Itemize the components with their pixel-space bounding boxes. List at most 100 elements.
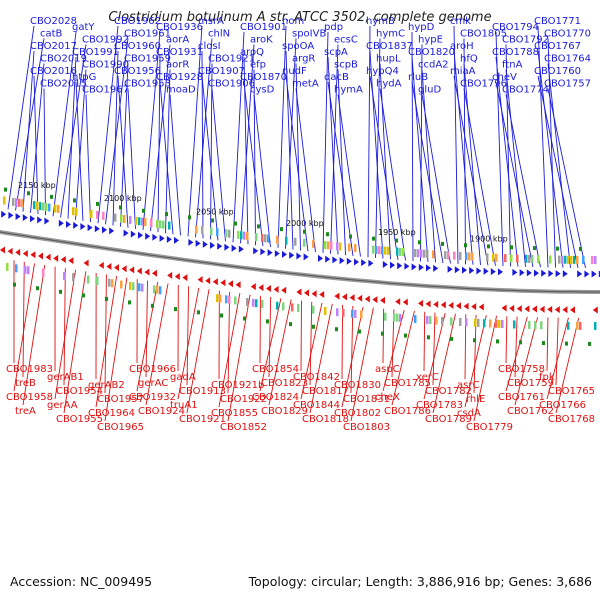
reverse-label-line — [382, 308, 385, 364]
forward-gene-arrow — [260, 248, 266, 256]
forward-gene-arrow — [433, 264, 439, 272]
reverse-gene-label: CBO1824 — [252, 392, 299, 403]
reverse-label-line — [341, 306, 364, 408]
reverse-label-line — [227, 291, 231, 394]
reverse-feature-block — [219, 294, 222, 303]
forward-gene-arrow — [361, 259, 367, 267]
forward-gene-arrow — [541, 269, 547, 277]
forward-feature-block — [510, 254, 513, 263]
forward-gene-label: CBO1953 — [124, 79, 171, 90]
forward-feature-block — [426, 249, 429, 258]
forward-label-line — [85, 94, 91, 223]
reverse-gene-label: treA — [15, 406, 36, 417]
reverse-feature-block — [399, 313, 402, 322]
reverse-label-line — [54, 269, 77, 400]
forward-gene-label: CBO2015 — [40, 79, 87, 90]
forward-feature-block — [372, 245, 375, 254]
forward-label-line — [127, 88, 136, 229]
forward-gene-label: CBO1992 — [82, 35, 129, 46]
reverse-label-line — [145, 283, 169, 406]
forward-label-line — [285, 75, 309, 252]
reverse-feature-block — [426, 315, 429, 324]
forward-gene-arrow — [1, 210, 7, 218]
minor-tick — [27, 191, 30, 196]
reverse-gene-label: CBO1913 — [179, 386, 226, 397]
forward-label-line — [142, 31, 161, 230]
accession-text: Accession: NC_009495 — [10, 574, 153, 589]
reverse-feature-block — [252, 298, 255, 307]
reverse-label-line — [22, 264, 46, 406]
reverse-label-line — [341, 304, 344, 380]
minor-tick — [542, 341, 545, 346]
forward-label-line — [22, 50, 35, 212]
forward-label-line — [253, 94, 271, 248]
forward-gene-arrow — [202, 240, 208, 248]
reverse-gene-label: CBO1783 — [416, 400, 463, 411]
reverse-gene-label: CBO1958 — [6, 392, 53, 403]
reverse-gene-label: CBO1852 — [220, 422, 267, 433]
forward-gene-arrow — [210, 241, 215, 249]
reverse-gene-label: CBO1854 — [252, 364, 299, 375]
forward-feature-block — [123, 214, 126, 223]
forward-label-line — [187, 25, 203, 237]
minor-tick — [441, 241, 444, 246]
forward-gene-arrow — [267, 249, 273, 257]
forward-feature-block — [57, 204, 60, 213]
scale-label: 2050 kbp — [196, 207, 234, 216]
forward-label-line — [7, 25, 35, 210]
forward-gene-label: CBO1990 — [82, 60, 129, 71]
forward-feature-block — [216, 228, 219, 237]
forward-gene-label: hypE — [418, 35, 443, 46]
forward-feature-block — [468, 252, 471, 261]
forward-feature-block — [570, 255, 573, 264]
forward-gene-arrow — [138, 231, 143, 239]
reverse-gene-label: CBO1789 — [425, 414, 472, 425]
forward-gene-arrow — [354, 258, 359, 266]
forward-gene-label: dacB — [324, 72, 349, 83]
minor-tick — [358, 329, 361, 334]
reverse-feature-block — [540, 321, 543, 330]
minor-tick — [565, 341, 568, 346]
reverse-label-line — [259, 298, 282, 392]
forward-label-line — [112, 50, 119, 226]
reverse-feature-block — [228, 295, 231, 304]
reverse-gene-arrow — [22, 250, 28, 258]
forward-label-line — [369, 75, 399, 260]
forward-gene-arrow — [238, 245, 244, 253]
reverse-label-line — [136, 281, 159, 392]
forward-gene-label: CBO1760 — [534, 66, 581, 77]
reverse-gene-label: CBO1922 — [220, 394, 267, 405]
reverse-feature-block — [108, 278, 111, 287]
forward-label-line — [375, 38, 381, 258]
reverse-label-line — [13, 263, 35, 392]
forward-gene-label: CBO1788 — [492, 47, 539, 58]
forward-gene-arrow — [519, 269, 525, 277]
reverse-gene-arrow — [463, 302, 469, 310]
forward-feature-block — [129, 215, 132, 224]
forward-strand-track — [1, 210, 600, 278]
reverse-gene-label: CBO1921 — [179, 414, 226, 425]
minor-tick — [128, 300, 131, 305]
forward-gene-arrow — [123, 229, 129, 237]
forward-feature-block — [564, 255, 567, 264]
forward-gene-arrow — [447, 265, 453, 273]
forward-feature-block — [228, 229, 231, 238]
minor-tick — [188, 215, 191, 220]
forward-gene-arrow — [483, 267, 489, 275]
minor-tick — [395, 238, 398, 243]
minor-tick — [257, 224, 260, 229]
forward-gene-arrow — [274, 250, 280, 258]
forward-feature-block — [492, 253, 495, 262]
reverse-gene-label: CBO1955 — [56, 414, 103, 425]
forward-gene-arrow — [22, 214, 28, 222]
reverse-label-line — [505, 316, 508, 364]
reverse-gene-label: CBO1932 — [129, 392, 176, 403]
reverse-gene-label: CBO1831 — [343, 394, 390, 405]
reverse-gene-label: CBO1786 — [384, 406, 431, 417]
forward-feature-block — [417, 249, 420, 258]
reverse-feature-block — [216, 294, 219, 303]
forward-gene-label: CBO2016 — [30, 66, 77, 77]
forward-gene-label: CBO1870 — [240, 72, 287, 83]
reverse-gene-arrow — [174, 273, 180, 281]
